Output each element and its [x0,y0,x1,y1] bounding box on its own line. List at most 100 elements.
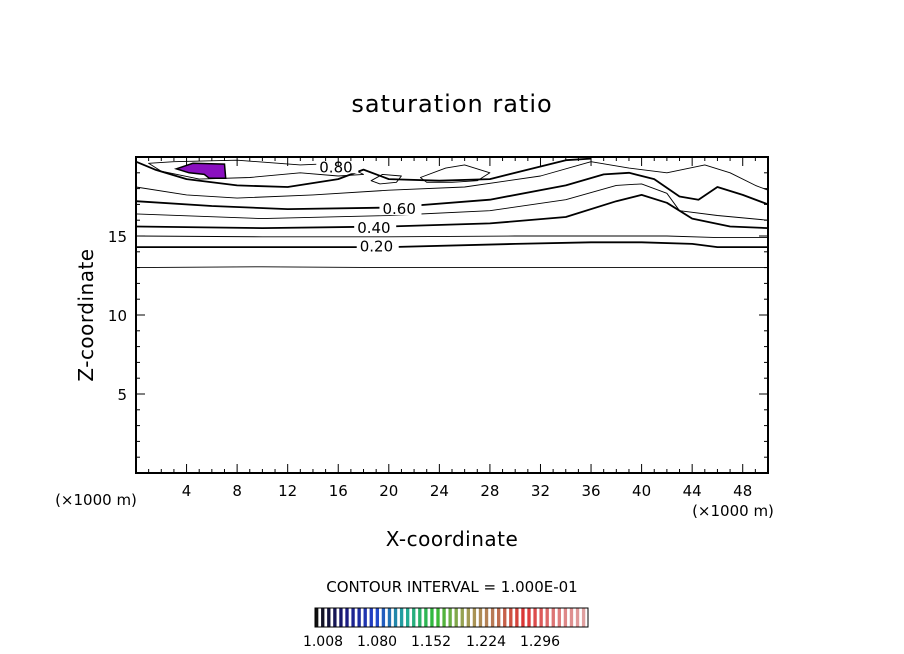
contour-line-5 [135,171,769,210]
colorbar-stripe-32 [509,608,513,627]
y-tick-labels: 5 10 15 [108,228,127,404]
contour-line-1 [136,241,768,248]
colorbar-stripe-31 [503,608,507,627]
colorbar-stripe-21 [442,608,446,627]
colorbar-stripe-19 [430,608,434,627]
x-tick-label-12: 12 [278,482,297,500]
colorbar-stripe-16 [412,608,416,627]
colorbar-stripe-41 [563,608,568,627]
colorbar-stripe-18 [424,608,428,627]
contour-line-4 [135,183,769,221]
contour-label-5: 0.60 [382,200,415,218]
x-tick-label-16: 16 [329,482,348,500]
contour-line-3 [135,194,769,229]
colorbar-stripe-26 [472,608,477,627]
colorbar-stripe-36 [533,608,537,627]
axis-ticks [136,157,768,473]
colorbar-stripe-23 [454,608,458,627]
colorbar-stripe-9 [369,608,373,627]
colorbar-stripe-3 [333,608,337,627]
colorbar-stripe-33 [515,608,519,627]
x-tick-label-48: 48 [733,482,752,500]
colorbar-labels: 1.008 1.080 1.152 1.224 1.296 [303,634,560,650]
colorbar [314,607,589,628]
colorbar-stripe-4 [339,608,343,627]
colorbar-stripe-5 [345,608,349,627]
colorbar-stripe-40 [557,608,562,627]
x-tick-label-24: 24 [430,482,449,500]
colorbar-label-1: 1.080 [357,634,397,650]
colorbar-stripe-34 [521,608,525,627]
colorbar-label-2: 1.152 [411,634,451,650]
colorbar-label-0: 1.008 [303,634,343,650]
x-tick-label-8: 8 [232,482,242,500]
closed-contour-1 [419,164,491,183]
colorbar-stripe-8 [363,608,367,627]
colorbar-stripe-11 [381,608,386,627]
closed-contour-0 [148,159,364,180]
x-tick-label-32: 32 [531,482,550,500]
x-tick-labels: 4 8 12 16 20 24 28 32 36 40 44 48 [182,482,752,500]
colorbar-stripe-30 [497,608,501,627]
colorbar-frame [314,607,589,628]
x-tick-label-36: 36 [581,482,600,500]
contour-label-bg-3 [354,220,397,235]
y-axis-label: Z-coordinate [74,248,98,381]
x-unit-left: (×1000 m) [55,491,137,509]
contour-label-bg-7 [316,159,359,174]
colorbar-stripe-43 [575,608,580,627]
closed-contour-2 [370,173,402,185]
y-tick-label-5: 5 [117,386,127,404]
contour-line-0 [135,266,768,269]
contour-label-bg-1 [356,238,399,253]
plot-frame [135,156,769,474]
contour-lines [135,157,769,269]
contour-label-7: 0.80 [319,158,352,176]
x-tick-label-20: 20 [379,482,398,500]
chart-title: saturation ratio [351,90,552,118]
contour-labels: 0.200.400.60 0.80 [316,158,422,255]
colorbar-stripe-22 [448,608,452,627]
colorbar-stripe-38 [545,608,549,627]
colorbar-stripe-44 [581,608,586,627]
x-tick-label-28: 28 [480,482,499,500]
colorbar-stripe-27 [478,608,483,627]
y-tick-label-15: 15 [108,228,127,246]
colorbar-label-4: 1.296 [520,634,560,650]
colorbar-stripe-20 [436,608,440,627]
x-tick-label-44: 44 [683,482,702,500]
colorbar-stripe-2 [327,608,331,627]
x-tick-label-4: 4 [182,482,192,500]
colorbar-stripe-39 [551,608,555,627]
colorbar-stripe-28 [484,608,489,627]
colorbar-label-3: 1.224 [466,634,506,650]
colorbar-stripe-29 [490,608,495,627]
colorbar-stripe-42 [569,608,574,627]
colorbar-stripe-14 [399,608,404,627]
contour-label-1: 0.20 [360,237,393,255]
contour-label-bg-5 [379,201,422,216]
contour-line-2 [135,235,768,239]
colorbar-stripe-35 [527,608,531,627]
contour-line-7 [135,157,592,188]
colorbar-stripe-12 [387,608,392,627]
contour-line-6 [135,161,769,199]
colorbar-stripe-25 [466,608,471,627]
y-tick-label-10: 10 [108,307,127,325]
colorbar-stripe-7 [357,608,361,627]
colorbar-stripe-24 [460,608,464,627]
colorbar-stripe-37 [539,608,543,627]
colorbar-stripe-0 [315,608,319,627]
x-axis-label: X-coordinate [386,527,519,551]
contour-interval-text: CONTOUR INTERVAL = 1.000E-01 [326,578,577,596]
x-tick-label-40: 40 [632,482,651,500]
colorbar-stripe-17 [418,608,422,627]
colorbar-stripe-10 [375,608,380,627]
colorbar-stripe-1 [321,608,325,627]
colorbar-stripe-6 [351,608,355,627]
contour-label-3: 0.40 [357,219,390,237]
x-unit-right: (×1000 m) [692,502,774,520]
colorbar-stripe-13 [393,608,398,627]
colorbar-stripe-15 [406,608,410,627]
